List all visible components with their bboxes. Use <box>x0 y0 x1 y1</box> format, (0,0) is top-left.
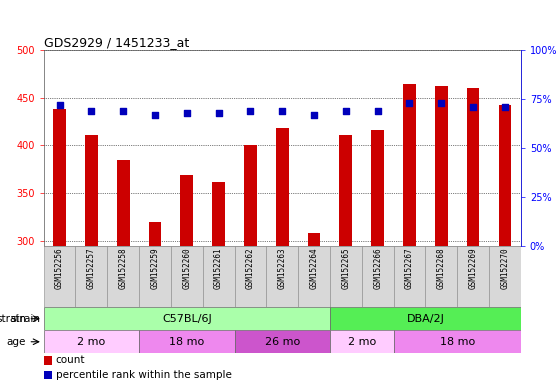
Text: 18 mo: 18 mo <box>440 337 475 347</box>
Point <box>246 108 255 114</box>
Point <box>278 108 287 114</box>
Bar <box>212 182 225 246</box>
Point <box>183 109 192 116</box>
Text: GSM152266: GSM152266 <box>373 248 382 289</box>
Text: GSM152263: GSM152263 <box>278 248 287 289</box>
Bar <box>148 222 161 246</box>
Text: GSM152258: GSM152258 <box>119 248 128 289</box>
Point <box>214 109 223 116</box>
Bar <box>180 175 193 246</box>
Bar <box>139 330 235 353</box>
Bar <box>371 130 384 246</box>
Bar <box>85 135 98 246</box>
Point <box>119 108 128 114</box>
Bar <box>44 356 52 365</box>
Bar <box>489 246 521 307</box>
Text: GSM152270: GSM152270 <box>501 248 510 289</box>
Bar <box>235 246 267 307</box>
Text: GSM152256: GSM152256 <box>55 248 64 289</box>
Text: DBA/2J: DBA/2J <box>407 314 444 324</box>
Text: GSM152269: GSM152269 <box>469 248 478 289</box>
Bar <box>298 246 330 307</box>
Bar <box>498 105 511 246</box>
Bar <box>307 233 320 246</box>
Bar <box>403 84 416 246</box>
Text: 26 mo: 26 mo <box>265 337 300 347</box>
Bar <box>466 88 479 246</box>
Bar <box>53 109 66 246</box>
Text: 2 mo: 2 mo <box>348 337 376 347</box>
Bar <box>44 246 76 307</box>
Bar <box>330 246 362 307</box>
Bar <box>330 307 521 330</box>
Bar <box>117 160 129 246</box>
Bar <box>267 246 298 307</box>
Point <box>469 104 478 110</box>
Bar <box>276 128 288 246</box>
Point <box>310 111 319 118</box>
Text: GSM152257: GSM152257 <box>87 248 96 289</box>
Bar <box>76 246 108 307</box>
Text: GSM152264: GSM152264 <box>310 248 319 289</box>
Text: GSM152259: GSM152259 <box>151 248 160 289</box>
Point <box>87 108 96 114</box>
Point <box>501 104 510 110</box>
Point <box>151 111 160 118</box>
Text: GDS2929 / 1451233_at: GDS2929 / 1451233_at <box>44 36 189 49</box>
Bar <box>457 246 489 307</box>
Bar <box>244 146 257 246</box>
Bar <box>394 246 426 307</box>
Bar <box>435 86 447 246</box>
Text: GSM152265: GSM152265 <box>342 248 351 289</box>
Bar <box>235 330 330 353</box>
Bar <box>44 371 52 379</box>
Text: GSM152262: GSM152262 <box>246 248 255 289</box>
Point <box>437 100 446 106</box>
Text: 2 mo: 2 mo <box>77 337 105 347</box>
Text: GSM152267: GSM152267 <box>405 248 414 289</box>
Point <box>405 100 414 106</box>
Bar <box>426 246 457 307</box>
Text: strain: strain <box>11 314 41 324</box>
Bar <box>362 246 394 307</box>
Text: percentile rank within the sample: percentile rank within the sample <box>55 370 231 380</box>
Bar <box>203 246 235 307</box>
Text: GSM152260: GSM152260 <box>183 248 192 289</box>
Bar <box>44 330 139 353</box>
Bar <box>139 246 171 307</box>
Text: strain: strain <box>0 314 26 324</box>
Text: age: age <box>7 337 26 347</box>
Text: C57BL/6J: C57BL/6J <box>162 314 212 324</box>
Bar <box>171 246 203 307</box>
Text: count: count <box>55 356 85 366</box>
Point <box>342 108 351 114</box>
Bar <box>108 246 139 307</box>
Text: GSM152268: GSM152268 <box>437 248 446 289</box>
Text: GSM152261: GSM152261 <box>214 248 223 289</box>
Bar <box>394 330 521 353</box>
Bar <box>44 307 330 330</box>
Point <box>373 108 382 114</box>
Bar <box>330 330 394 353</box>
Bar <box>339 135 352 246</box>
Text: 18 mo: 18 mo <box>169 337 204 347</box>
Point <box>55 102 64 108</box>
